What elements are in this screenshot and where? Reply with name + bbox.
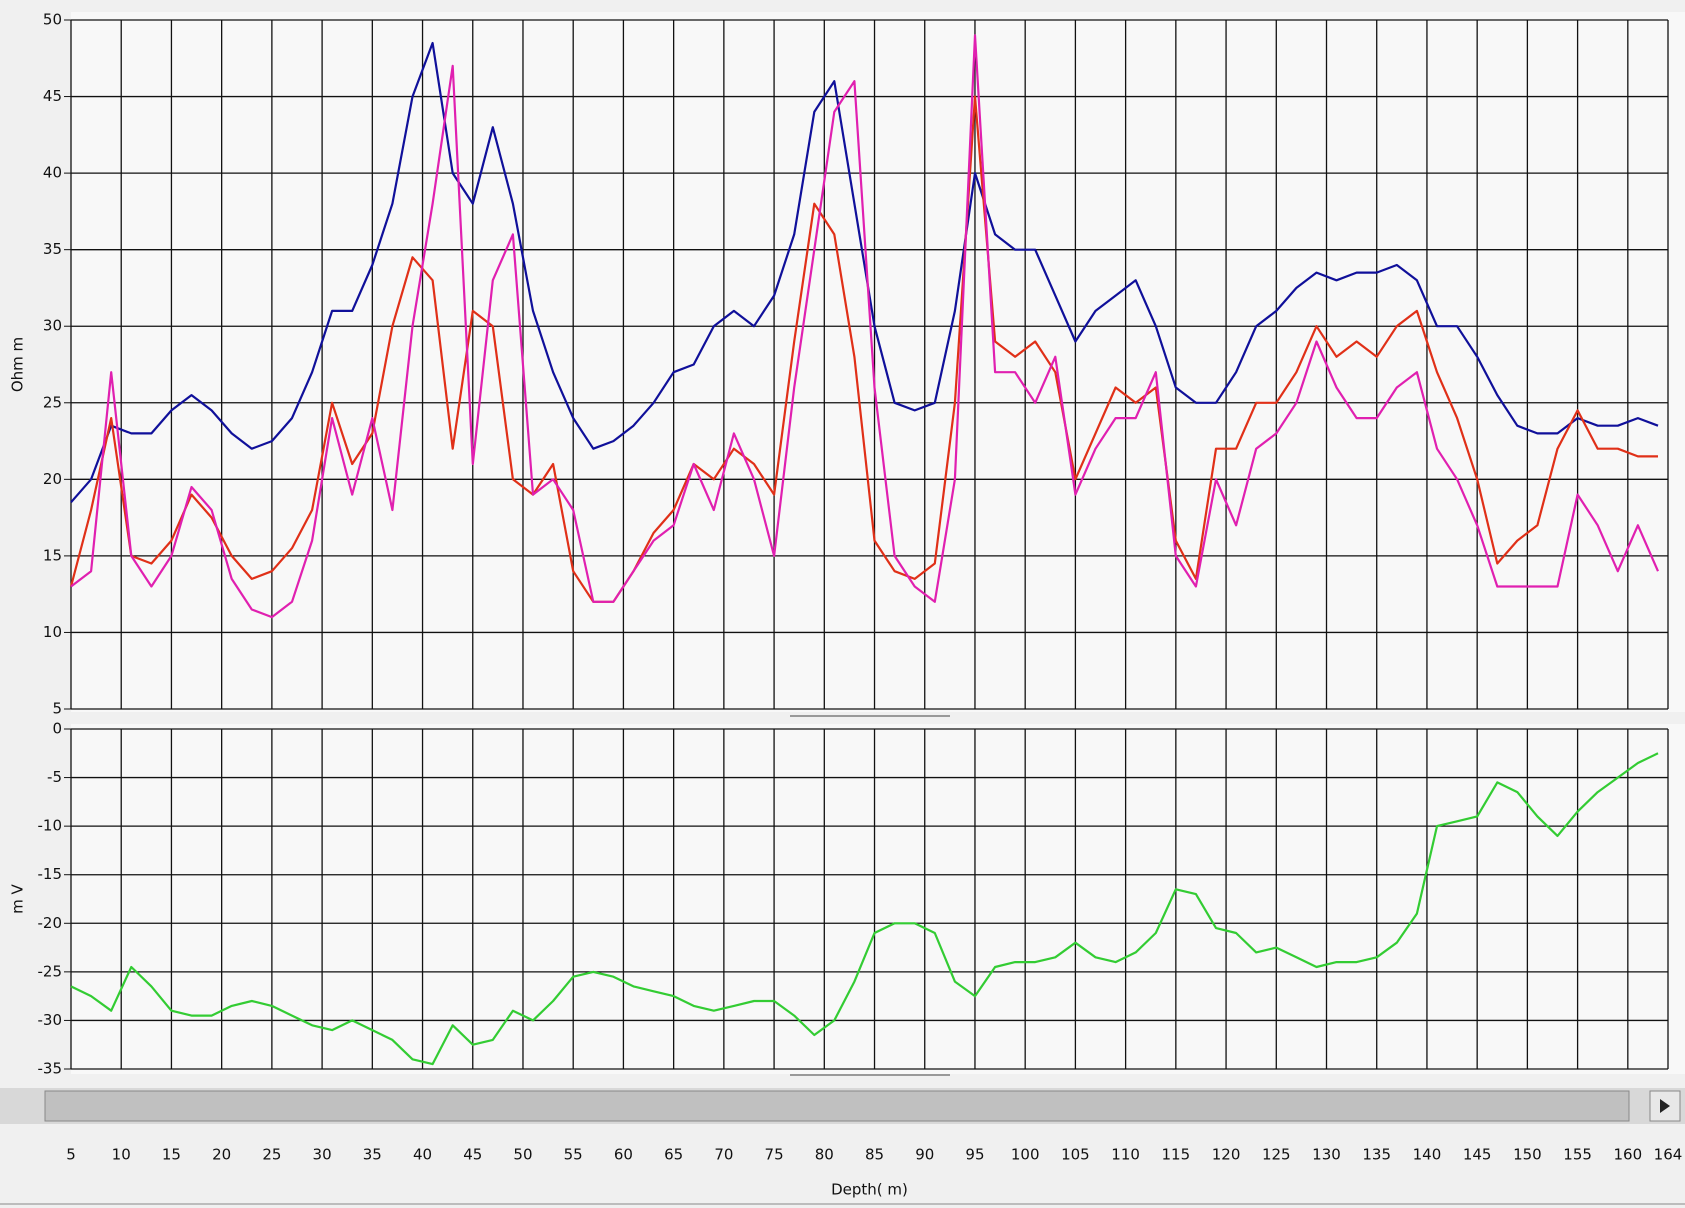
panel-top — [71, 12, 1685, 712]
x-axis-label: Depth( m) — [831, 1181, 908, 1199]
y-tick-label: 40 — [43, 164, 62, 182]
y-tick-label: -15 — [38, 865, 63, 883]
x-tick-label: 160 — [1614, 1146, 1643, 1164]
x-tick-label: 140 — [1413, 1146, 1442, 1164]
x-tick-label: 20 — [212, 1146, 231, 1164]
x-tick-label: 100 — [1011, 1146, 1040, 1164]
y-tick-label: 20 — [43, 470, 62, 488]
x-tick-label: 15 — [162, 1146, 181, 1164]
x-tick-label: 70 — [714, 1146, 733, 1164]
series-line — [70, 752, 1659, 1066]
y-tick-label: 50 — [43, 11, 62, 29]
x-tick-label: 164 — [1654, 1146, 1683, 1164]
y-tick-label: -25 — [38, 962, 63, 980]
y-tick-label: 15 — [43, 546, 62, 564]
y-tick-label: 25 — [43, 393, 62, 411]
y-axis-label: m V — [9, 883, 27, 913]
y-tick-label: 30 — [43, 317, 62, 335]
x-tick-label: 155 — [1563, 1146, 1592, 1164]
y-tick-label: -20 — [38, 914, 63, 932]
x-tick-label: 55 — [564, 1146, 583, 1164]
x-tick-label: 125 — [1262, 1146, 1291, 1164]
x-tick-label: 60 — [614, 1146, 633, 1164]
x-tick-label: 35 — [363, 1146, 382, 1164]
x-tick-label: 130 — [1312, 1146, 1341, 1164]
y-tick-label: -35 — [38, 1060, 63, 1078]
panel-bottom — [71, 724, 1685, 1074]
y-tick-label: 5 — [52, 700, 62, 718]
x-tick-label: 115 — [1162, 1146, 1191, 1164]
scroll-thumb[interactable] — [44, 1090, 1630, 1122]
x-tick-label: 5 — [66, 1146, 76, 1164]
x-tick-label: 10 — [112, 1146, 131, 1164]
x-tick-label: 90 — [915, 1146, 934, 1164]
x-tick-label: 150 — [1513, 1146, 1542, 1164]
x-tick-label: 95 — [965, 1146, 984, 1164]
x-tick-label: 105 — [1061, 1146, 1090, 1164]
y-tick-label: 10 — [43, 623, 62, 641]
y-tick-label: -10 — [38, 817, 63, 835]
x-tick-label: 135 — [1362, 1146, 1391, 1164]
x-tick-label: 120 — [1212, 1146, 1241, 1164]
x-tick-label: 30 — [313, 1146, 332, 1164]
x-tick-label: 145 — [1463, 1146, 1492, 1164]
arrow-icon — [1660, 1099, 1670, 1113]
x-tick-label: 85 — [865, 1146, 884, 1164]
y-tick-label: 35 — [43, 240, 62, 258]
x-tick-label: 40 — [413, 1146, 432, 1164]
x-tick-label: 45 — [463, 1146, 482, 1164]
x-tick-label: 75 — [765, 1146, 784, 1164]
y-tick-label: -5 — [47, 768, 62, 786]
x-tick-label: 50 — [513, 1146, 532, 1164]
x-tick-label: 110 — [1111, 1146, 1140, 1164]
y-tick-label: 0 — [52, 720, 62, 738]
series-line — [70, 41, 1659, 504]
series-line — [70, 34, 1660, 619]
y-tick-label: 45 — [43, 87, 62, 105]
y-axis-label: Ohm m — [9, 337, 27, 392]
x-tick-label: 80 — [815, 1146, 834, 1164]
x-tick-label: 65 — [664, 1146, 683, 1164]
y-tick-label: -30 — [38, 1011, 63, 1029]
series-line — [69, 95, 1658, 603]
x-tick-label: 25 — [262, 1146, 281, 1164]
